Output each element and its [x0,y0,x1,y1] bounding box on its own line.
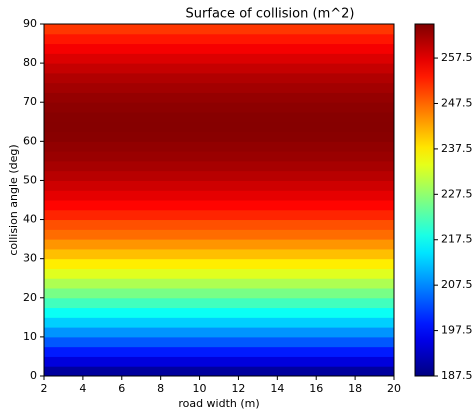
x-tick-label: 2 [41,382,48,395]
colorbar-tick-label: 207.5 [441,278,473,291]
contour-band [44,72,394,84]
contour-band [44,297,394,309]
contour-band [44,200,394,211]
contour-band [44,102,394,113]
x-tick-label: 8 [157,382,164,395]
x-tick-label: 18 [348,382,362,395]
contour-band [44,278,394,289]
contour-band [44,219,394,230]
contour-band [44,288,394,299]
contour-band [44,239,394,250]
contour-band [44,327,394,338]
colorbar-tick-label: 227.5 [441,187,473,200]
colorbar-tick-label: 217.5 [441,233,473,246]
contour-band [44,209,394,221]
plot-frame [43,23,395,377]
contour-band [44,336,394,348]
contour-band [44,43,394,54]
colorbar-tick-label: 247.5 [441,96,473,109]
contour-band [44,346,394,357]
contour-band [44,190,394,201]
y-tick-label: 30 [23,252,37,265]
y-axis-label: collision angle (deg) [7,144,20,255]
x-tick-label: 4 [79,382,86,395]
contour-band [44,356,394,367]
colorbar [414,23,435,377]
colorbar-tick-label: 187.5 [441,369,473,382]
contour-band [44,317,394,328]
contour-band [44,92,394,103]
x-tick-label: 10 [193,382,207,395]
colorbar-tick-label: 257.5 [441,51,473,64]
contour-band [44,268,394,279]
chart-title: Surface of collision (m^2) [186,7,355,22]
y-tick-label: 0 [30,369,37,382]
y-tick-label: 90 [23,17,37,30]
x-tick-label: 12 [231,382,245,395]
contour-band [44,258,394,269]
y-tick-label: 40 [23,213,37,226]
contour-band [44,151,394,162]
x-tick-label: 6 [118,382,125,395]
x-tick-label: 20 [387,382,401,395]
contour-band [44,141,394,152]
y-tick-label: 20 [23,291,37,304]
contour-band [44,82,394,93]
colorbar-tick-label: 197.5 [441,324,473,337]
contour-band [44,63,394,74]
contour-band [44,24,394,35]
x-tick-label: 16 [309,382,323,395]
contour-band [44,112,394,123]
x-axis-label: road width (m) [178,397,259,410]
y-tick-label: 80 [23,56,37,69]
y-tick-label: 50 [23,173,37,186]
contour-band [44,229,394,240]
contour-band [44,33,394,45]
contour-band [44,180,394,191]
x-tick-label: 14 [270,382,284,395]
contour-band [44,121,394,133]
contour-band [44,248,394,260]
contour-band [44,131,394,142]
contour-band [44,307,394,318]
contour-band [44,53,394,64]
y-tick-label: 60 [23,134,37,147]
colorbar-tick-label: 237.5 [441,142,473,155]
y-tick-label: 10 [23,330,37,343]
contour-band [44,170,394,181]
contour-band [44,366,394,377]
contour-band [44,160,394,172]
y-tick-label: 70 [23,95,37,108]
